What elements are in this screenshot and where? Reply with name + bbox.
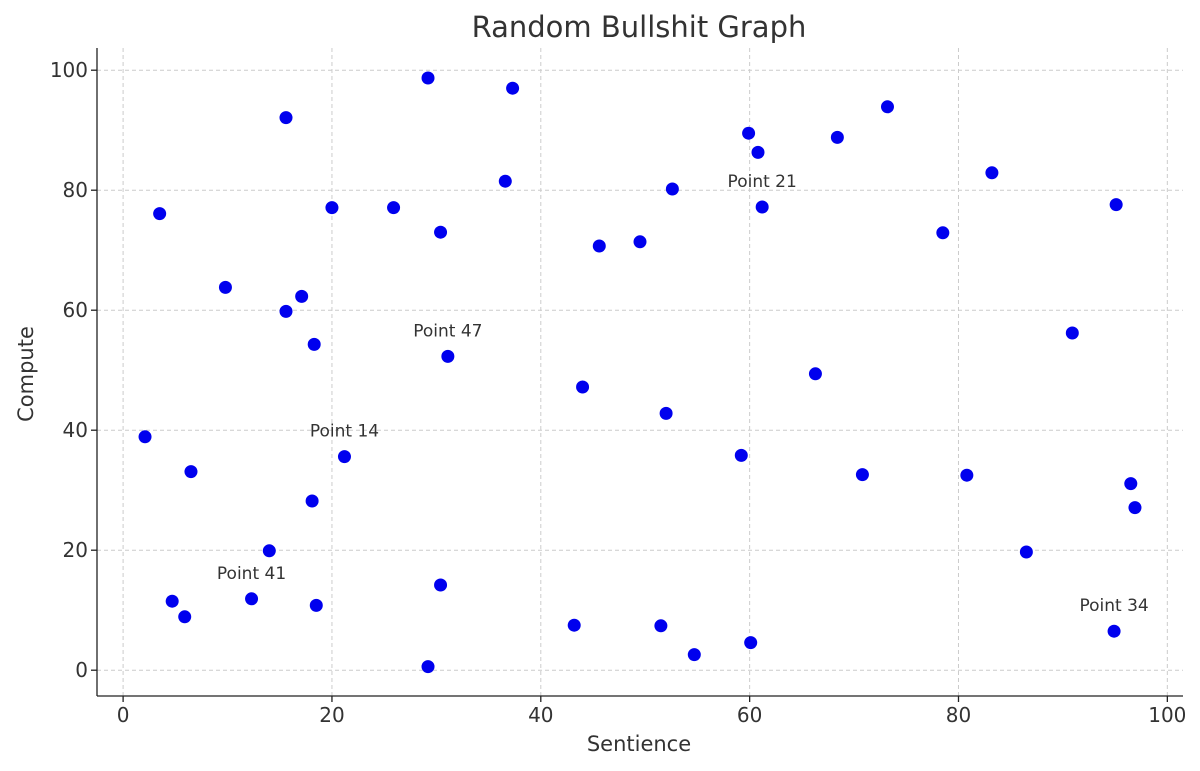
data-point	[279, 304, 293, 318]
y-tick-label: 40	[63, 418, 88, 442]
chart-title: Random Bullshit Graph	[472, 10, 807, 44]
gridlines	[97, 48, 1183, 696]
x-axis-label: Sentience	[587, 732, 691, 756]
data-point	[880, 100, 894, 114]
y-tick-label: 0	[75, 658, 88, 682]
data-point	[153, 207, 167, 221]
point-annotation: Point 41	[217, 564, 286, 584]
data-point	[309, 598, 323, 612]
x-tick-label: 100	[1148, 703, 1186, 727]
data-point	[387, 201, 401, 215]
data-point	[1107, 624, 1121, 638]
data-point	[633, 235, 647, 249]
data-point	[138, 430, 152, 444]
data-point	[434, 225, 448, 239]
y-tick-label: 80	[63, 178, 88, 202]
data-point	[421, 660, 435, 674]
x-tick-label: 60	[737, 703, 762, 727]
data-point	[325, 201, 339, 215]
data-point	[506, 81, 520, 95]
y-tick-label: 60	[63, 298, 88, 322]
data-point	[734, 448, 748, 462]
point-annotation: Point 14	[310, 422, 379, 442]
data-point	[165, 594, 179, 608]
data-point	[751, 145, 765, 159]
data-point	[305, 494, 319, 508]
y-axis-label: Compute	[14, 326, 38, 422]
data-point	[295, 289, 309, 303]
data-point	[1019, 545, 1033, 559]
data-point	[808, 367, 822, 381]
x-tick-label: 40	[528, 703, 553, 727]
data-point	[498, 174, 512, 188]
data-point	[184, 465, 198, 479]
data-point	[434, 578, 448, 592]
data-point	[1065, 326, 1079, 340]
data-point	[755, 200, 769, 214]
point-annotation: Point 34	[1079, 596, 1148, 616]
data-point	[592, 239, 606, 253]
data-points	[138, 71, 1142, 674]
data-point	[441, 349, 455, 363]
data-point	[218, 280, 232, 294]
data-point	[742, 126, 756, 140]
y-tick-label: 100	[50, 58, 88, 82]
data-point	[245, 592, 259, 606]
data-point	[936, 226, 950, 240]
data-point	[855, 468, 869, 482]
x-tick-label: 20	[319, 703, 344, 727]
point-annotation: Point 47	[413, 321, 482, 341]
data-point	[279, 111, 293, 125]
x-tick-label: 0	[117, 703, 130, 727]
data-point	[576, 380, 590, 394]
data-point	[985, 166, 999, 180]
data-point	[1109, 198, 1123, 212]
data-point	[665, 182, 679, 196]
data-point	[307, 337, 321, 351]
data-point	[337, 450, 351, 464]
data-point	[830, 130, 844, 144]
annotations: Point 21 Point 47 Point 14 Point 41 Point 34	[217, 172, 1149, 616]
data-point	[178, 610, 192, 624]
axes: 0 20 40 60 80 100 0 20 40 60 80 100	[50, 48, 1186, 727]
data-point	[1124, 477, 1138, 491]
data-point	[687, 648, 701, 662]
data-point	[960, 468, 974, 482]
data-point	[567, 618, 581, 632]
point-annotation: Point 21	[728, 172, 797, 192]
data-point	[421, 71, 435, 85]
data-point	[654, 619, 668, 633]
data-point	[744, 636, 758, 650]
data-point	[1128, 501, 1142, 515]
data-point	[659, 406, 673, 420]
y-tick-label: 20	[63, 538, 88, 562]
data-point	[262, 544, 276, 558]
x-tick-label: 80	[946, 703, 971, 727]
